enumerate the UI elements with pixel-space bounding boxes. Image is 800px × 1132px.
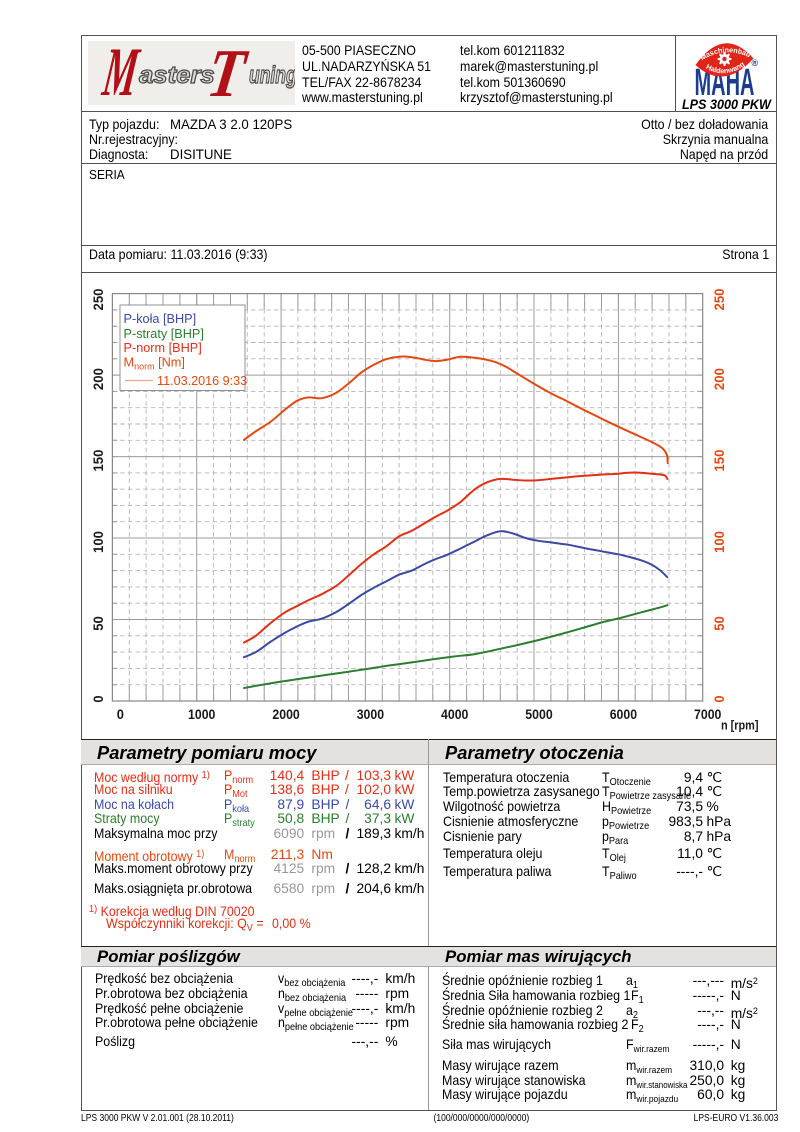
svg-text:7000: 7000 (694, 706, 722, 722)
svg-text:50: 50 (90, 616, 106, 631)
svg-text:Mnorm [Nm]: Mnorm [Nm] (124, 356, 185, 372)
svg-text:150: 150 (711, 449, 727, 471)
svg-text:P-norm [BHP]: P-norm [BHP] (124, 341, 202, 355)
svg-text:n [rpm]: n [rpm] (721, 718, 759, 733)
svg-text:150: 150 (90, 449, 106, 471)
svg-text:0: 0 (117, 706, 124, 722)
svg-text:5000: 5000 (525, 706, 553, 722)
svg-text:3000: 3000 (357, 706, 385, 722)
svg-text:2000: 2000 (272, 706, 300, 722)
svg-text:P-straty [BHP]: P-straty [BHP] (124, 327, 204, 341)
svg-text:1000: 1000 (188, 706, 216, 722)
svg-text:11.03.2016 9:33: 11.03.2016 9:33 (157, 374, 247, 388)
svg-text:100: 100 (711, 531, 727, 553)
svg-text:50: 50 (711, 616, 727, 631)
svg-text:250: 250 (711, 288, 727, 310)
svg-text:®: ® (752, 58, 759, 68)
svg-text:100: 100 (90, 531, 106, 553)
svg-text:0: 0 (90, 695, 106, 702)
svg-text:250: 250 (90, 288, 106, 310)
svg-text:200: 200 (711, 368, 727, 390)
svg-text:200: 200 (90, 368, 106, 390)
svg-text:4000: 4000 (441, 706, 469, 722)
svg-text:6000: 6000 (610, 706, 638, 722)
svg-text:0: 0 (711, 695, 727, 702)
svg-text:P-koła [BHP]: P-koła [BHP] (124, 312, 197, 326)
